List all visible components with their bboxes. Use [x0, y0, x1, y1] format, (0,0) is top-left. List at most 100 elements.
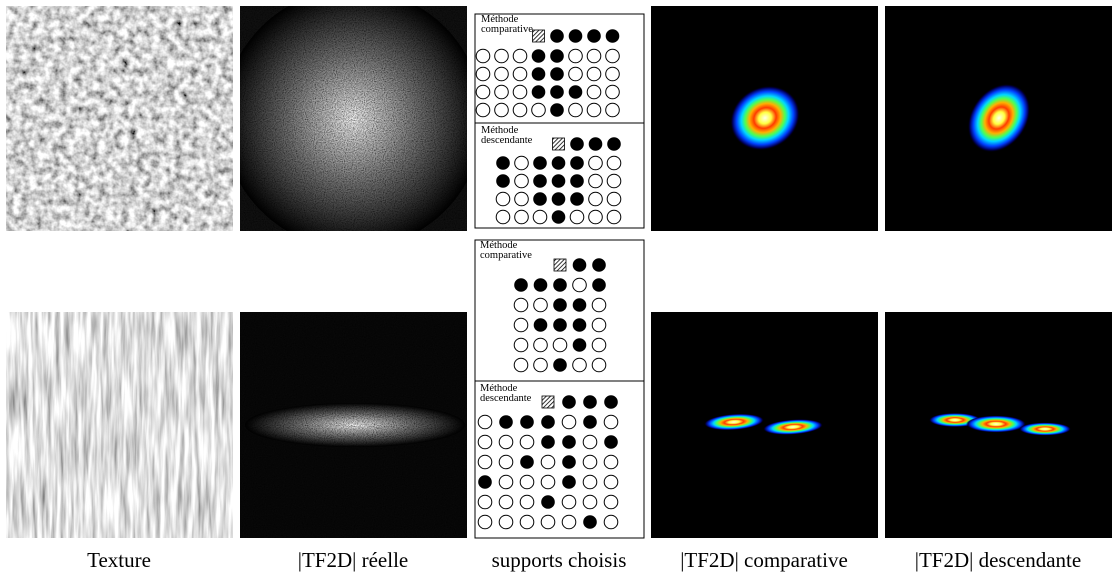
- filled-circle: [572, 258, 587, 272]
- filled-circle: [550, 85, 564, 99]
- filled-circle: [572, 298, 587, 312]
- empty-circle: [568, 66, 583, 82]
- empty-circle: [513, 357, 529, 373]
- empty-circle: [532, 209, 548, 225]
- caption: |TF2D| descendante: [915, 548, 1081, 572]
- filled-circle: [583, 415, 597, 429]
- filled-circle: [604, 435, 618, 449]
- filled-circle: [533, 278, 548, 292]
- empty-circle: [568, 48, 583, 64]
- filled-circle: [553, 298, 567, 312]
- hatched-square: [541, 395, 555, 409]
- empty-circle: [569, 209, 585, 225]
- method-label: Méthode: [481, 125, 519, 136]
- method-label: descendante: [481, 135, 533, 146]
- empty-circle: [603, 514, 619, 530]
- filled-circle: [550, 49, 564, 63]
- filled-circle: [533, 192, 547, 206]
- filled-circle: [604, 395, 618, 409]
- empty-circle: [586, 84, 602, 100]
- empty-circle: [605, 66, 620, 82]
- fft-image: [240, 312, 467, 538]
- filled-circle: [531, 85, 546, 99]
- filled-circle: [520, 415, 534, 429]
- empty-circle: [533, 297, 548, 313]
- empty-circle: [591, 357, 607, 373]
- filled-circle: [553, 358, 567, 372]
- empty-circle: [568, 102, 583, 118]
- empty-circle: [591, 297, 607, 313]
- empty-circle: [494, 84, 509, 100]
- hatched-square: [552, 137, 565, 151]
- empty-circle: [475, 66, 491, 82]
- heatmap-image: [885, 6, 1112, 231]
- filled-circle: [583, 395, 597, 409]
- filled-circle: [570, 137, 584, 151]
- filled-circle: [496, 156, 510, 170]
- empty-circle: [495, 209, 511, 225]
- empty-circle: [498, 454, 514, 470]
- empty-circle: [477, 514, 493, 530]
- empty-circle: [512, 66, 528, 82]
- empty-circle: [533, 357, 548, 373]
- empty-circle: [606, 173, 622, 189]
- empty-circle: [475, 102, 491, 118]
- empty-circle: [605, 84, 620, 100]
- filled-circle: [550, 103, 564, 117]
- empty-circle: [603, 474, 619, 490]
- empty-circle: [606, 155, 622, 171]
- filled-circle: [550, 67, 564, 81]
- filled-circle: [541, 435, 555, 449]
- empty-circle: [582, 454, 598, 470]
- heatmap-image: [885, 312, 1112, 538]
- filled-circle: [568, 29, 583, 43]
- method-label: Méthode: [480, 383, 518, 394]
- empty-circle: [605, 102, 620, 118]
- empty-circle: [605, 48, 620, 64]
- heatmap-image: [651, 6, 878, 231]
- empty-circle: [498, 514, 514, 530]
- empty-circle: [591, 337, 607, 353]
- empty-circle: [561, 514, 577, 530]
- empty-circle: [498, 494, 514, 510]
- empty-circle: [494, 102, 509, 118]
- filled-circle: [562, 475, 576, 489]
- filled-circle: [607, 137, 621, 151]
- method-label: descendante: [480, 393, 532, 404]
- empty-circle: [512, 84, 528, 100]
- caption: Texture: [87, 548, 151, 572]
- filled-circle: [514, 278, 528, 292]
- filled-circle: [499, 415, 513, 429]
- filled-circle: [550, 29, 564, 43]
- empty-circle: [588, 209, 603, 225]
- empty-circle: [477, 454, 493, 470]
- filled-circle: [551, 156, 566, 170]
- filled-circle: [562, 455, 576, 469]
- filled-circle: [570, 192, 584, 206]
- filled-circle: [570, 156, 584, 170]
- empty-circle: [588, 191, 603, 207]
- caption: |TF2D| comparative: [680, 548, 848, 572]
- empty-circle: [477, 494, 493, 510]
- method-label: Méthode: [480, 240, 518, 251]
- empty-circle: [606, 209, 622, 225]
- empty-circle: [475, 48, 491, 64]
- filled-circle: [551, 210, 566, 224]
- empty-circle: [572, 277, 587, 293]
- empty-circle: [540, 454, 556, 470]
- empty-circle: [498, 474, 514, 490]
- filled-circle: [605, 29, 620, 43]
- empty-circle: [606, 191, 622, 207]
- empty-circle: [591, 317, 607, 333]
- empty-circle: [475, 84, 491, 100]
- filled-circle: [572, 318, 587, 332]
- filled-circle: [533, 318, 548, 332]
- empty-circle: [588, 173, 603, 189]
- filled-circle: [583, 515, 597, 529]
- empty-circle: [582, 474, 598, 490]
- empty-circle: [552, 337, 568, 353]
- filled-circle: [531, 49, 546, 63]
- filled-circle: [592, 278, 606, 292]
- empty-circle: [477, 414, 493, 430]
